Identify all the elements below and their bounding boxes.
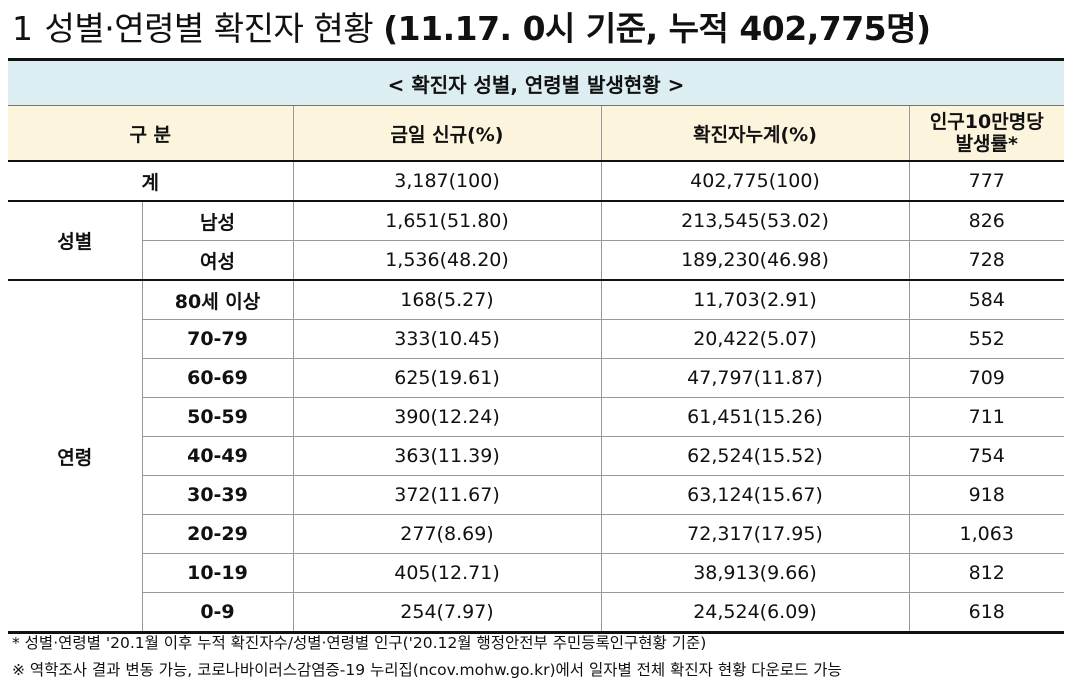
cell-rate: 1,063 (909, 514, 1065, 554)
cell-cumulative: 61,451(15.26) (601, 397, 910, 437)
row-label: 계 (8, 161, 294, 202)
table-row: 0-9 254(7.97) 24,524(6.09) 618 (8, 592, 1065, 634)
cell-rate: 728 (909, 240, 1065, 281)
cell-rate: 812 (909, 553, 1065, 593)
row-label: 80세 이상 (142, 280, 294, 320)
row-label: 10-19 (142, 553, 294, 593)
cell-new: 3,187(100) (293, 161, 602, 202)
cell-new: 333(10.45) (293, 319, 602, 359)
cell-new: 405(12.71) (293, 553, 602, 593)
table-row: 20-29 277(8.69) 72,317(17.95) 1,063 (8, 514, 1065, 554)
header-rate-line1: 인구10만명당 (929, 111, 1044, 133)
cell-cumulative: 62,524(15.52) (601, 436, 910, 476)
row-label: 0-9 (142, 592, 294, 634)
table-row: 여성 1,536(48.20) 189,230(46.98) 728 (8, 240, 1065, 281)
row-label: 60-69 (142, 358, 294, 398)
cell-new: 1,536(48.20) (293, 240, 602, 281)
footnote-definition: * 성별·연령별 '20.1월 이후 누적 확진자수/성별·연령별 인구('20… (12, 634, 707, 652)
confirmed-cases-table: < 확진자 성별, 연령별 발생현황 > 구 분 금일 신규(%) 확진자누계(… (8, 58, 1065, 634)
group-label-age: 연령 (8, 280, 143, 634)
cell-rate: 754 (909, 436, 1065, 476)
table-row: 10-19 405(12.71) 38,913(9.66) 812 (8, 553, 1065, 593)
cell-rate: 709 (909, 358, 1065, 398)
row-label: 50-59 (142, 397, 294, 437)
cell-new: 390(12.24) (293, 397, 602, 437)
cell-rate: 777 (909, 161, 1065, 202)
row-label: 40-49 (142, 436, 294, 476)
cell-cumulative: 402,775(100) (601, 161, 910, 202)
footnotes: * 성별·연령별 '20.1월 이후 누적 확진자수/성별·연령별 인구('20… (12, 630, 842, 684)
cell-cumulative: 11,703(2.91) (601, 280, 910, 320)
cell-rate: 552 (909, 319, 1065, 359)
cell-cumulative: 72,317(17.95) (601, 514, 910, 554)
cell-new: 277(8.69) (293, 514, 602, 554)
row-label: 30-39 (142, 475, 294, 515)
cell-rate: 918 (909, 475, 1065, 515)
footnote-disclaimer: ※ 역학조사 결과 변동 가능, 코로나바이러스감염증-19 누리집(ncov.… (12, 661, 842, 679)
header-category: 구 분 (8, 105, 294, 162)
row-label: 여성 (142, 240, 294, 281)
cell-cumulative: 38,913(9.66) (601, 553, 910, 593)
header-cumulative: 확진자누계(%) (601, 105, 910, 162)
header-rate-line2: 발생률* (955, 133, 1018, 155)
table-row: 70-79 333(10.45) 20,422(5.07) 552 (8, 319, 1065, 359)
table-row: 50-59 390(12.24) 61,451(15.26) 711 (8, 397, 1065, 437)
cell-new: 363(11.39) (293, 436, 602, 476)
cell-new: 625(19.61) (293, 358, 602, 398)
cell-cumulative: 24,524(6.09) (601, 592, 910, 634)
table-row: 30-39 372(11.67) 63,124(15.67) 918 (8, 475, 1065, 515)
row-label: 70-79 (142, 319, 294, 359)
table-row: 40-49 363(11.39) 62,524(15.52) 754 (8, 436, 1065, 476)
table-row-total: 계 3,187(100) 402,775(100) 777 (8, 161, 1065, 202)
row-label: 20-29 (142, 514, 294, 554)
table-caption-row: < 확진자 성별, 연령별 발생현황 > (8, 58, 1065, 106)
cell-cumulative: 20,422(5.07) (601, 319, 910, 359)
title-detail: (11.17. 0시 기준, 누적 402,775명) (383, 9, 931, 48)
cell-cumulative: 63,124(15.67) (601, 475, 910, 515)
table-row: 60-69 625(19.61) 47,797(11.87) 709 (8, 358, 1065, 398)
cell-rate: 618 (909, 592, 1065, 634)
cell-cumulative: 47,797(11.87) (601, 358, 910, 398)
group-label-sex: 성별 (8, 201, 143, 281)
cell-rate: 826 (909, 201, 1065, 241)
cell-rate: 584 (909, 280, 1065, 320)
header-new-today: 금일 신규(%) (293, 105, 602, 162)
section-number: 1 (12, 9, 33, 48)
table-header-row: 구 분 금일 신규(%) 확진자누계(%) 인구10만명당 발생률* (8, 105, 1065, 162)
cell-new: 1,651(51.80) (293, 201, 602, 241)
cell-new: 372(11.67) (293, 475, 602, 515)
page-title: 1 성별·연령별 확진자 현황 (11.17. 0시 기준, 누적 402,775… (12, 6, 931, 52)
table-caption: < 확진자 성별, 연령별 발생현황 > (8, 58, 1065, 106)
cell-cumulative: 213,545(53.02) (601, 201, 910, 241)
table-row: 성별 남성 1,651(51.80) 213,545(53.02) 826 (8, 201, 1065, 281)
cell-cumulative: 189,230(46.98) (601, 240, 910, 281)
title-text: 성별·연령별 확진자 현황 (44, 9, 374, 48)
cell-rate: 711 (909, 397, 1065, 437)
header-rate: 인구10만명당 발생률* (909, 105, 1065, 162)
table-row: 연령 80세 이상 168(5.27) 11,703(2.91) 584 (8, 280, 1065, 634)
cell-new: 254(7.97) (293, 592, 602, 634)
cell-new: 168(5.27) (293, 280, 602, 320)
row-label: 남성 (142, 201, 294, 241)
